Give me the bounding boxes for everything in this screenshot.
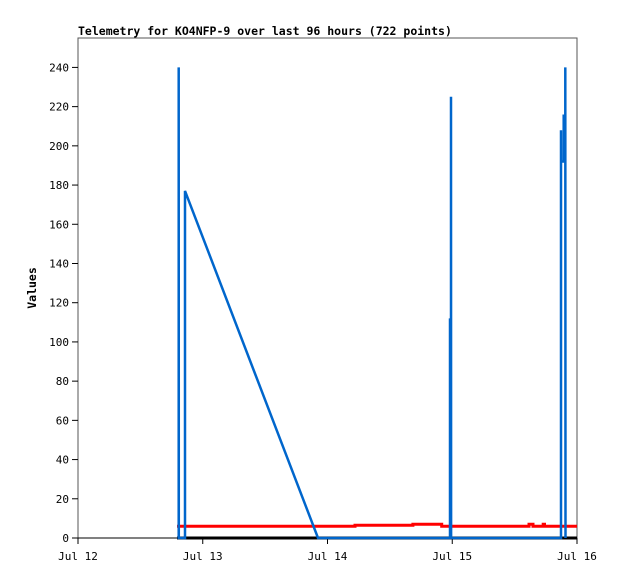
y-axis-label: Values xyxy=(25,267,39,309)
y-tick-label: 80 xyxy=(56,375,69,388)
y-tick-label: 0 xyxy=(62,532,69,545)
x-tick-label: Jul 14 xyxy=(308,550,348,563)
plot-frame xyxy=(77,37,578,539)
y-tick-label: 20 xyxy=(56,493,69,506)
series-line-1 xyxy=(177,522,577,528)
x-tick-label: Jul 16 xyxy=(557,550,597,563)
y-tick-label: 240 xyxy=(49,61,69,74)
y-tick-label: 220 xyxy=(49,101,69,114)
y-tick-label: 60 xyxy=(56,414,69,427)
y-tick-label: 140 xyxy=(49,257,69,270)
y-tick-label: 160 xyxy=(49,218,69,231)
y-tick-label: 40 xyxy=(56,454,69,467)
y-tick-label: 100 xyxy=(49,336,69,349)
x-tick-label: Jul 15 xyxy=(432,550,472,563)
series-line-2 xyxy=(177,67,567,540)
y-tick-label: 120 xyxy=(49,297,69,310)
x-tick-label: Jul 13 xyxy=(183,550,223,563)
y-tick-label: 180 xyxy=(49,179,69,192)
x-tick-label: Jul 12 xyxy=(58,550,98,563)
chart-title: Telemetry for KO4NFP-9 over last 96 hour… xyxy=(78,24,452,38)
y-tick-label: 200 xyxy=(49,140,69,153)
